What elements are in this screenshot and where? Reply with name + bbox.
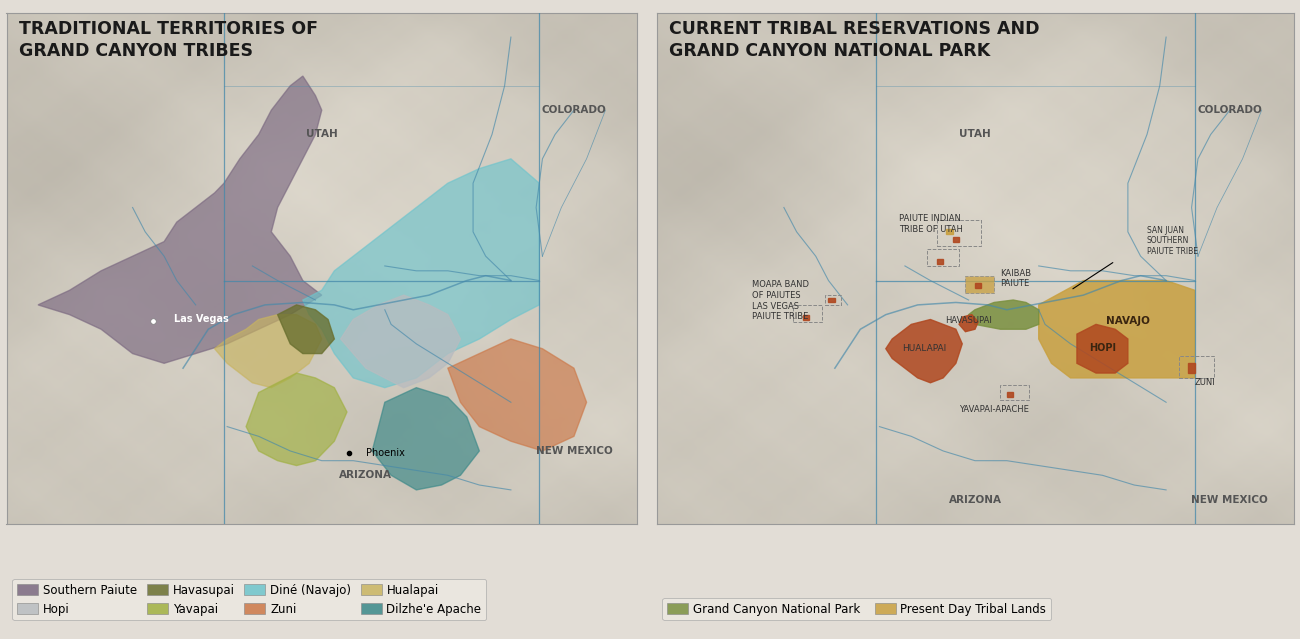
Polygon shape xyxy=(968,300,1039,329)
Text: Las Vegas: Las Vegas xyxy=(174,314,229,323)
Text: CURRENT TRIBAL RESERVATIONS AND
GRAND CANYON NATIONAL PARK: CURRENT TRIBAL RESERVATIONS AND GRAND CA… xyxy=(670,20,1040,60)
Text: TRADITIONAL TERRITORIES OF
GRAND CANYON TRIBES: TRADITIONAL TERRITORIES OF GRAND CANYON … xyxy=(20,20,318,60)
Text: COLORADO: COLORADO xyxy=(542,105,606,115)
Polygon shape xyxy=(1188,364,1195,373)
Polygon shape xyxy=(953,236,959,242)
Text: UTAH: UTAH xyxy=(959,130,991,139)
Bar xyxy=(966,275,994,293)
Polygon shape xyxy=(975,283,982,288)
Text: LAS VEGAS
PAIUTE TRIBE: LAS VEGAS PAIUTE TRIBE xyxy=(751,302,809,321)
Bar xyxy=(793,305,822,322)
Bar xyxy=(1179,356,1214,378)
Polygon shape xyxy=(278,305,334,353)
Text: YAVAPAI-APACHE: YAVAPAI-APACHE xyxy=(959,405,1030,414)
Legend: Southern Paiute, Hopi, Havasupai, Yavapai, Diné (Navajo), Zuni, Hualapai, Dilzhe: Southern Paiute, Hopi, Havasupai, Yavapa… xyxy=(13,579,486,620)
Text: KAIBAB
PAIUTE: KAIBAB PAIUTE xyxy=(1001,269,1032,288)
Text: COLORADO: COLORADO xyxy=(1197,105,1262,115)
Polygon shape xyxy=(341,295,460,388)
Text: NAVAJO: NAVAJO xyxy=(1106,316,1149,327)
Polygon shape xyxy=(1006,392,1013,397)
Polygon shape xyxy=(803,314,810,320)
Text: MOAPA BAND
OF PAIUTES: MOAPA BAND OF PAIUTES xyxy=(751,280,809,300)
Polygon shape xyxy=(885,320,962,383)
Polygon shape xyxy=(828,298,835,302)
Polygon shape xyxy=(38,76,321,364)
Text: ARIZONA: ARIZONA xyxy=(339,470,393,481)
Text: HAVASUPAI: HAVASUPAI xyxy=(945,316,992,325)
Bar xyxy=(826,295,841,305)
Bar xyxy=(927,249,959,266)
Polygon shape xyxy=(959,314,978,332)
Polygon shape xyxy=(946,229,953,235)
Text: HOPI: HOPI xyxy=(1089,343,1115,353)
Polygon shape xyxy=(246,373,347,466)
Legend: Grand Canyon National Park, Present Day Tribal Lands: Grand Canyon National Park, Present Day … xyxy=(663,598,1052,620)
Polygon shape xyxy=(1076,325,1128,373)
Polygon shape xyxy=(447,339,586,451)
Text: Phoenix: Phoenix xyxy=(365,449,404,458)
Text: HUALAPAI: HUALAPAI xyxy=(902,344,946,353)
Polygon shape xyxy=(1039,281,1195,378)
Polygon shape xyxy=(372,388,480,490)
Text: PAIUTE INDIAN
TRIBE OF UTAH: PAIUTE INDIAN TRIBE OF UTAH xyxy=(898,215,962,234)
Text: NEW MEXICO: NEW MEXICO xyxy=(1191,495,1269,505)
Polygon shape xyxy=(303,159,540,388)
Text: NEW MEXICO: NEW MEXICO xyxy=(536,446,612,456)
Bar xyxy=(1001,385,1030,400)
Text: UTAH: UTAH xyxy=(306,130,338,139)
Text: ZUNI: ZUNI xyxy=(1195,378,1216,387)
Bar xyxy=(937,220,982,247)
Text: ARIZONA: ARIZONA xyxy=(949,495,1001,505)
Polygon shape xyxy=(937,259,942,263)
Polygon shape xyxy=(214,314,321,388)
Text: SAN JUAN
SOUTHERN
PAIUTE TRIBE: SAN JUAN SOUTHERN PAIUTE TRIBE xyxy=(1147,226,1199,256)
